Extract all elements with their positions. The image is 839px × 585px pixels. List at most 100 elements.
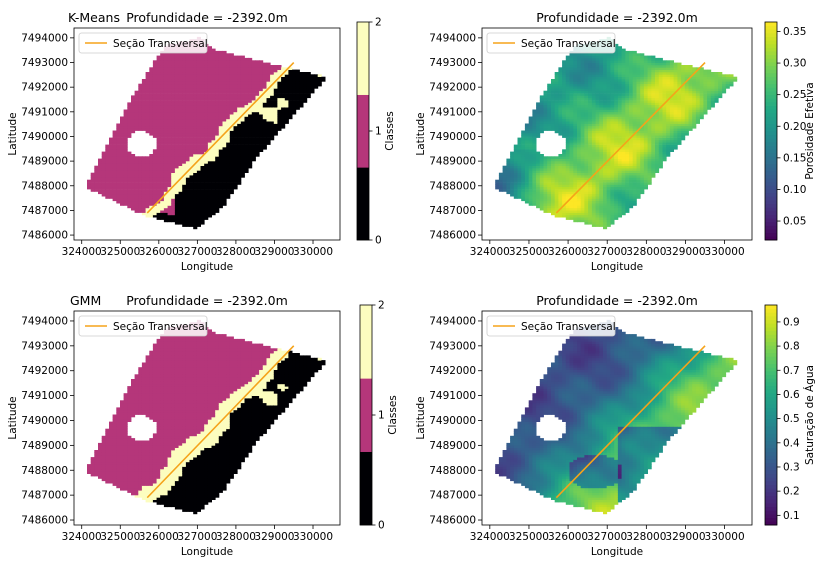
data-point [196, 62, 201, 66]
data-point [178, 130, 183, 134]
data-point [207, 67, 212, 70]
data-point [517, 186, 522, 190]
data-point [127, 189, 132, 192]
data-point [621, 189, 626, 192]
data-point [584, 72, 589, 75]
data-point [617, 128, 622, 131]
data-point [141, 191, 146, 195]
data-point [625, 203, 630, 206]
data-point [204, 102, 209, 106]
data-point [539, 109, 544, 113]
data-point [270, 95, 275, 99]
data-point [565, 149, 570, 152]
data-point [120, 177, 125, 181]
data-point [200, 90, 205, 94]
data-point [558, 203, 563, 206]
data-point [120, 196, 125, 199]
data-point [270, 76, 275, 80]
data-point [255, 121, 260, 124]
data-point [141, 193, 146, 197]
data-point [599, 205, 604, 209]
data-point [629, 203, 634, 206]
data-point [562, 79, 567, 82]
data-point [185, 128, 190, 131]
data-point [120, 156, 125, 159]
data-point [215, 146, 220, 150]
data-point [539, 203, 544, 206]
data-point [101, 175, 106, 178]
data-point [617, 177, 622, 181]
data-point [284, 76, 289, 80]
data-point [90, 175, 95, 178]
data-point [610, 130, 615, 134]
data-point [270, 88, 275, 92]
data-point [277, 97, 282, 101]
data-point [295, 107, 300, 110]
data-point [606, 142, 611, 145]
data-point [193, 168, 198, 171]
data-point [171, 107, 176, 110]
data-point [211, 175, 216, 178]
data-point [189, 83, 194, 87]
data-point [551, 125, 556, 129]
data-point [528, 198, 533, 202]
data-point [255, 93, 260, 96]
data-point [599, 170, 604, 173]
data-point [303, 100, 308, 103]
data-point [233, 154, 238, 157]
data-point [625, 57, 630, 61]
data-point [222, 72, 227, 75]
data-point [200, 76, 205, 80]
data-point [116, 165, 121, 169]
data-point [629, 74, 634, 77]
data-point [547, 203, 552, 206]
data-point [185, 168, 190, 171]
data-point [248, 142, 253, 145]
data-point [558, 156, 563, 159]
data-point [229, 161, 234, 164]
data-point [506, 179, 511, 183]
data-point [200, 83, 205, 87]
data-point [160, 128, 165, 131]
data-point [580, 182, 585, 185]
data-point [606, 137, 611, 141]
data-point [156, 212, 161, 216]
data-point [588, 191, 593, 195]
data-point [621, 156, 626, 159]
data-point [621, 65, 626, 68]
data-point [138, 163, 143, 166]
data-point [517, 163, 522, 166]
data-point [127, 182, 132, 185]
data-point [629, 196, 634, 199]
data-point [539, 165, 544, 169]
data-point [105, 177, 110, 181]
data-point [547, 107, 552, 110]
data-point [240, 151, 245, 155]
data-point [185, 151, 190, 155]
data-point [259, 125, 264, 129]
data-point [614, 163, 619, 166]
data-point [131, 118, 136, 122]
data-point [112, 139, 117, 143]
data-point [248, 72, 253, 75]
data-point [629, 65, 634, 68]
data-point [603, 81, 608, 85]
data-point [193, 193, 198, 197]
data-point [562, 67, 567, 70]
data-point [614, 198, 619, 202]
data-point [558, 172, 563, 176]
data-point [174, 123, 179, 127]
data-point [240, 163, 245, 166]
data-point [160, 214, 165, 218]
data-point [131, 114, 136, 117]
data-point [558, 79, 563, 82]
data-point [506, 189, 511, 192]
data-point [127, 186, 132, 190]
data-point [240, 170, 245, 173]
data-point [573, 76, 578, 80]
data-point [226, 142, 231, 145]
y-tick-label: 7491000 [21, 106, 68, 118]
data-point [240, 100, 245, 103]
data-point [182, 200, 187, 204]
data-point [189, 95, 194, 99]
